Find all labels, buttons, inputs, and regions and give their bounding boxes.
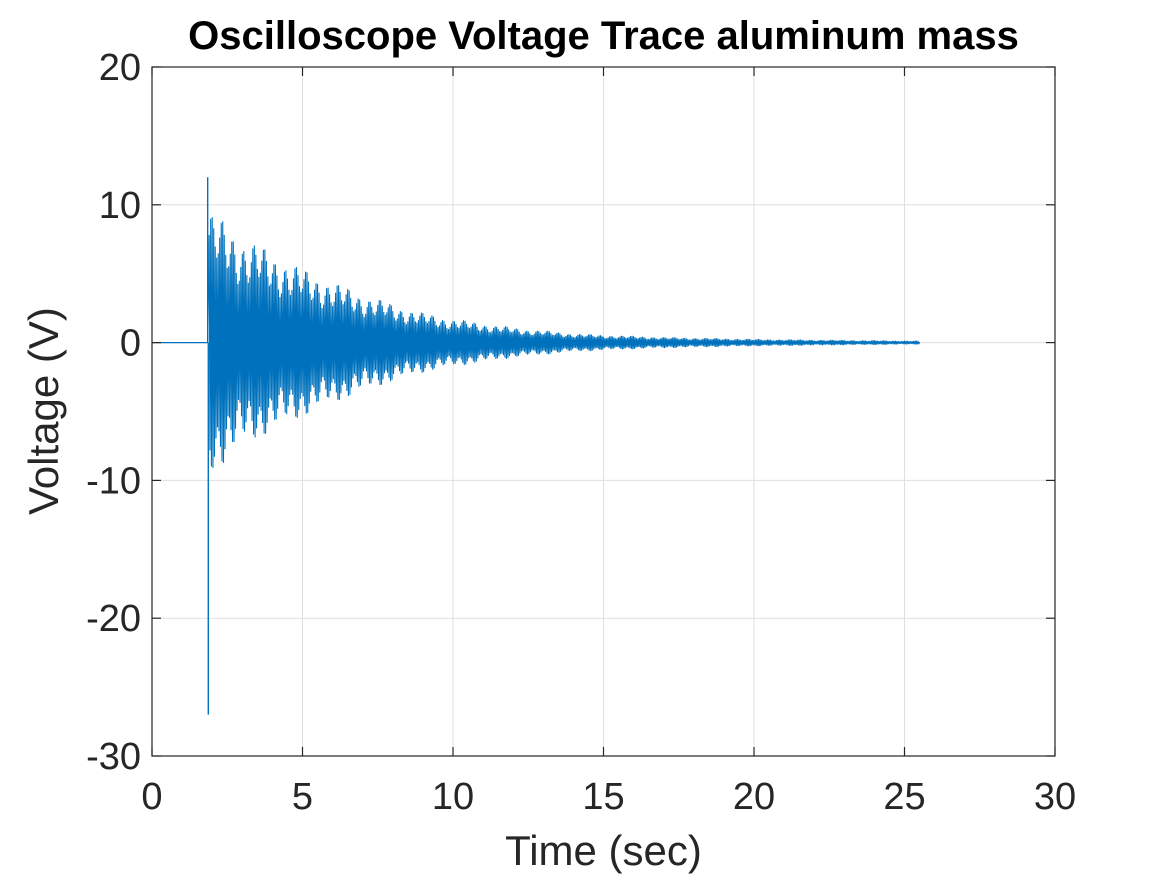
voltage-trace (207, 217, 921, 469)
chart-title: Oscilloscope Voltage Trace aluminum mass (188, 14, 1019, 58)
trace-layer (152, 177, 921, 715)
x-axis-label: Time (sec) (505, 827, 702, 874)
y-tick-label-1: -20 (86, 598, 141, 640)
x-tick-label-3: 15 (582, 776, 624, 818)
y-tick-label-0: -30 (86, 736, 141, 778)
y-tick-label-3: 0 (120, 323, 141, 365)
x-tick-label-2: 10 (432, 776, 474, 818)
y-tick-label-5: 20 (99, 47, 141, 89)
y-tick-label-2: -10 (86, 460, 141, 502)
tick-labels: 0 5 10 15 20 25 30 -30 -20 -10 0 10 20 (86, 47, 1076, 818)
y-axis-label: Voltage (V) (20, 307, 67, 515)
tick-marks (151, 66, 1056, 757)
x-tick-label-1: 5 (292, 776, 313, 818)
y-tick-label-4: 10 (99, 185, 141, 227)
x-tick-label-6: 30 (1034, 776, 1076, 818)
x-tick-label-5: 25 (883, 776, 925, 818)
x-tick-label-0: 0 (141, 776, 162, 818)
x-tick-label-4: 20 (733, 776, 775, 818)
